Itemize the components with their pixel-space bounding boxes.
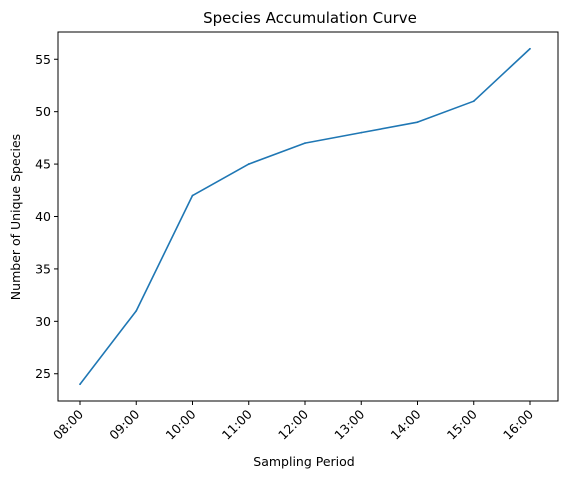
- data-point: [304, 142, 306, 145]
- y-tick-label: 25: [35, 366, 51, 381]
- x-tick-label: 15:00: [444, 406, 480, 442]
- x-axis-label: Sampling Period: [253, 454, 354, 469]
- data-point: [79, 383, 81, 386]
- y-tick-label: 30: [35, 314, 51, 329]
- series-layer: [79, 47, 531, 386]
- y-tick-label: 55: [35, 52, 51, 67]
- plot-area: [57, 31, 559, 402]
- x-tick-label: 12:00: [275, 406, 311, 442]
- y-tick-label: 40: [35, 209, 51, 224]
- series-line: [79, 48, 531, 385]
- y-tick-label: 50: [35, 104, 51, 119]
- data-point: [360, 131, 363, 134]
- x-tick-label: 13:00: [331, 406, 367, 442]
- x-tick-label: 16:00: [500, 406, 536, 442]
- data-point: [247, 163, 250, 165]
- y-axis-label: Number of Unique Species: [8, 134, 23, 300]
- data-point: [529, 47, 531, 50]
- chart-title: Species Accumulation Curve: [203, 9, 417, 27]
- x-tick-label: 14:00: [388, 406, 424, 442]
- data-point: [416, 121, 419, 124]
- y-tick-label: 35: [35, 261, 51, 276]
- x-tick-label: 10:00: [163, 406, 199, 442]
- x-tick-label: 11:00: [219, 406, 255, 442]
- x-tick-label: 09:00: [106, 406, 142, 442]
- x-axis: 08:00 09:00 10:00 11:00 12:00 13:00 14:00 15:00…: [50, 401, 536, 443]
- data-point: [135, 309, 138, 312]
- data-point: [472, 100, 475, 103]
- x-tick-label: 08:00: [50, 406, 86, 442]
- y-tick-label: 45: [35, 157, 51, 172]
- y-axis: 25 30 35 40 45 50 55: [35, 52, 58, 381]
- data-point: [191, 194, 194, 197]
